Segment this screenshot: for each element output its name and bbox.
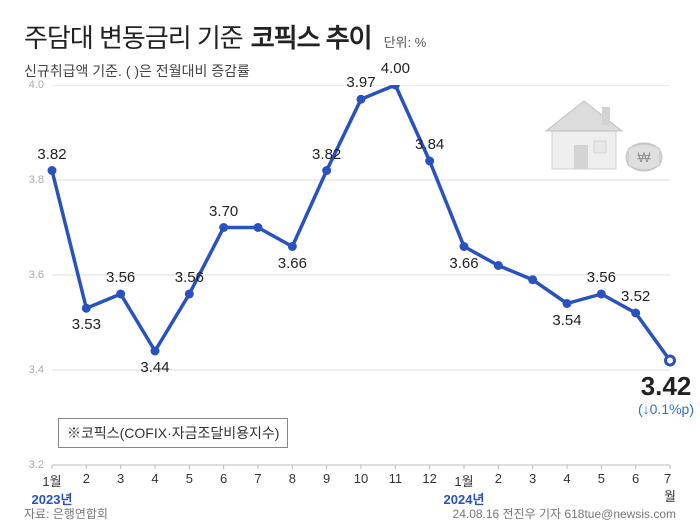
chart-title: 주담대 변동금리 기준 코픽스 추이 단위: %	[24, 18, 676, 55]
data-point-label: 3.56	[175, 269, 204, 286]
x-axis-tick: 6	[220, 471, 227, 486]
data-point-label: 3.52	[621, 288, 650, 305]
title-unit: 단위: %	[384, 32, 427, 51]
x-axis-tick: 9	[323, 471, 330, 486]
title-light: 주담대 변동금리 기준	[24, 18, 243, 55]
x-axis-tick: 7월	[664, 471, 676, 505]
y-axis-tick: 3.2	[20, 459, 44, 471]
x-axis-tick: 3	[117, 471, 124, 486]
y-axis-tick: 3.6	[20, 269, 44, 281]
data-point-label: 3.84	[415, 136, 444, 153]
x-axis-tick: 2	[495, 471, 502, 486]
x-axis-tick: 12	[422, 471, 436, 486]
x-axis-tick: 4	[151, 471, 158, 486]
x-axis-tick: 5	[186, 471, 193, 486]
house-decoration-icon: ₩	[526, 91, 666, 182]
x-axis-tick: 4	[563, 471, 570, 486]
x-axis-tick: 2	[83, 471, 90, 486]
y-axis-tick: 4.0	[20, 79, 44, 91]
data-point-label: 3.82	[312, 146, 341, 163]
x-axis-tick: 6	[632, 471, 639, 486]
data-point-label: 3.70	[209, 203, 238, 220]
data-point-label: 3.54	[552, 312, 581, 329]
x-axis-tick: 7	[254, 471, 261, 486]
last-change: (↓0.1%p)	[638, 401, 694, 417]
data-point-label: 3.66	[278, 255, 307, 272]
data-point-label: 3.82	[37, 146, 66, 163]
x-axis-tick: 8	[289, 471, 296, 486]
cofix-note: ※코픽스(COFIX·자금조달비용지수)	[58, 418, 288, 448]
x-axis-tick: 11	[389, 471, 403, 486]
x-axis-tick: 3	[529, 471, 536, 486]
y-axis-tick: 3.8	[20, 174, 44, 186]
data-point-label: 3.56	[587, 269, 616, 286]
y-axis-tick: 3.4	[20, 364, 44, 376]
x-axis-tick: 1월	[42, 471, 61, 490]
svg-text:₩: ₩	[637, 149, 651, 165]
data-source: 자료: 은행연합회	[24, 505, 108, 522]
last-value: 3.42	[641, 371, 692, 402]
title-bold: 코픽스 추이	[251, 18, 372, 55]
data-point-label: 3.44	[140, 359, 169, 376]
x-axis-tick: 5	[598, 471, 605, 486]
line-chart: ₩ ※코픽스(COFIX·자금조달비용지수) 3.23.43.63.84.01월…	[24, 85, 676, 465]
x-axis-tick: 1월	[454, 471, 473, 490]
data-point-label: 3.97	[346, 74, 375, 91]
data-point-label: 3.66	[449, 255, 478, 272]
x-axis-tick: 10	[354, 471, 368, 486]
credit-line: 24.08.16 전진우 기자 618tue@newsis.com	[453, 505, 676, 522]
data-point-label: 3.53	[72, 316, 101, 333]
data-point-label: 3.56	[106, 269, 135, 286]
data-point-label: 4.00	[381, 60, 410, 77]
